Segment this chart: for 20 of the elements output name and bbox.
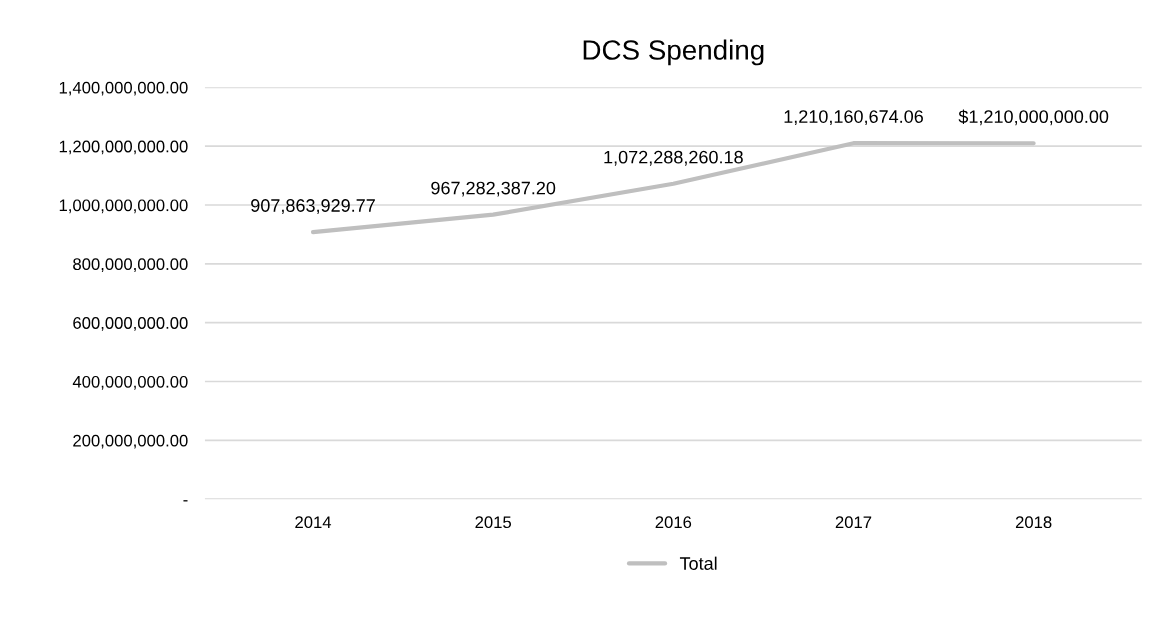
- x-tick-label: 2014: [295, 516, 332, 529]
- y-tick-label: 1,400,000,000.00: [59, 81, 188, 96]
- y-tick-label: 800,000,000.00: [73, 258, 188, 273]
- y-tick-label: 400,000,000.00: [72, 375, 188, 390]
- legend-label: Total: [679, 556, 717, 570]
- y-tick-label: 200,000,000.00: [73, 434, 188, 449]
- x-tick-label: 2017: [835, 516, 872, 529]
- y-tick-label: -: [183, 500, 188, 502]
- data-label: 967,282,387.20: [431, 181, 556, 197]
- data-label: 1,210,160,674.06: [784, 110, 923, 126]
- x-tick-label: 2016: [655, 516, 692, 529]
- chart-title: DCS Spending: [583, 39, 764, 66]
- data-label: $1,210,000,000.00: [958, 109, 1109, 126]
- data-label: 1,072,288,260.18: [604, 150, 743, 166]
- y-tick-label: 1,000,000,000.00: [59, 199, 188, 214]
- data-label: 907,863,929.77: [251, 199, 375, 215]
- x-tick-label: 2018: [1015, 516, 1052, 529]
- y-tick-label: 1,200,000,000.00: [59, 140, 188, 155]
- y-tick-label: 600,000,000.00: [73, 317, 188, 331]
- x-tick-label: 2015: [475, 516, 512, 529]
